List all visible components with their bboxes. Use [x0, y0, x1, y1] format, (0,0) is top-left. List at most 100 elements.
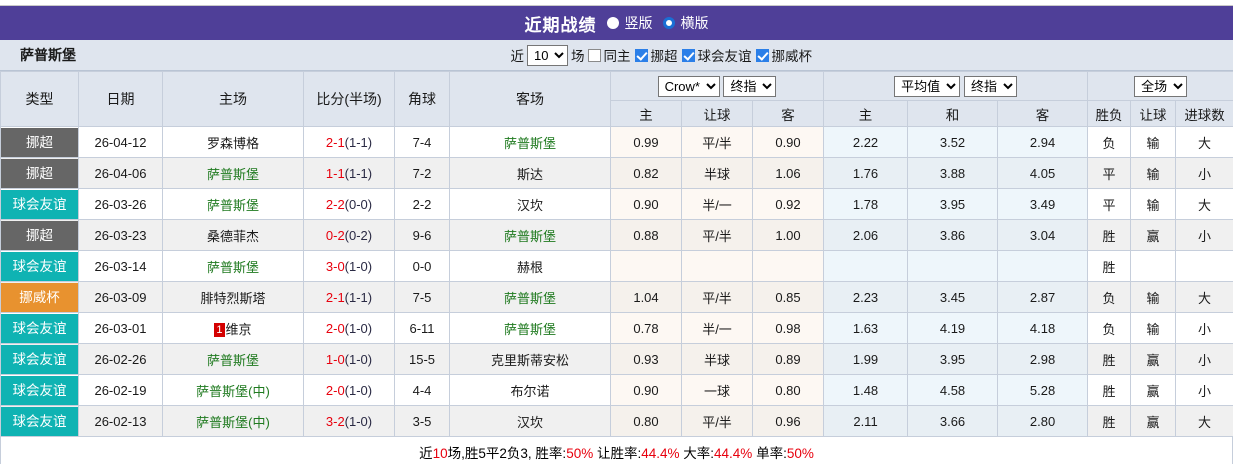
cell-corner: 7-2 [394, 157, 450, 189]
competition-checkbox-club-friendly[interactable] [681, 48, 695, 62]
cell-home-team[interactable]: 腓特烈斯塔 [162, 281, 304, 313]
col-header-date: 日期 [78, 71, 163, 127]
cell-date: 26-03-26 [78, 188, 163, 220]
cell-result-goals: 小 [1175, 157, 1233, 189]
cell-away-team[interactable]: 汉坎 [449, 405, 611, 437]
cell-result-goals: 小 [1175, 343, 1233, 375]
table-row[interactable]: 挪超 26-04-06 萨普斯堡 1-1(1-1) 7-2 斯达 0.82 半球 1.06 1.7… [0, 157, 1233, 189]
cell-asia-handicap: 半球 [681, 157, 753, 189]
cell-home-team[interactable]: 罗森博格 [162, 126, 304, 158]
score-away: 2 [337, 227, 345, 243]
view-mode-vertical[interactable]: 竖版 [606, 13, 653, 33]
same-venue-checkbox[interactable] [587, 48, 601, 62]
cell-score: 1-1(1-1) [303, 157, 395, 189]
score-away: 1 [337, 134, 345, 150]
cell-home-team[interactable]: 萨普斯堡 [162, 157, 304, 189]
table-row[interactable]: 球会友谊 26-02-13 萨普斯堡(中) 3-2(1-0) 3-5 汉坎 0.80 平/半 0… [0, 405, 1233, 437]
cell-home-team[interactable]: 萨普斯堡(中) [162, 405, 304, 437]
same-venue-label: 同主 [603, 49, 631, 64]
cell-result-goals: 大 [1175, 188, 1233, 220]
competition-checkbox-norwegian-cup[interactable] [755, 48, 769, 62]
score-separator: - [333, 196, 338, 212]
cell-corner: 2-2 [394, 188, 450, 220]
cell-result-wdl: 胜 [1087, 374, 1132, 406]
cell-home-team[interactable]: 萨普斯堡 [162, 188, 304, 220]
cell-eu-home: 1.99 [823, 343, 909, 375]
asia-stage-select[interactable]: 终指 [723, 75, 777, 97]
table-row[interactable]: 球会友谊 26-02-19 萨普斯堡(中) 2-0(1-0) 4-4 布尔诺 0.90 一球 0… [0, 374, 1233, 406]
table-row[interactable]: 挪超 26-03-23 桑德菲杰 0-2(0-2) 9-6 萨普斯堡 0.88 平/半 1.00… [0, 219, 1233, 251]
cell-away-team[interactable]: 克里斯蒂安松 [449, 343, 611, 375]
away-team-label: 萨普斯堡 [503, 228, 556, 244]
score-halftime: (1-1) [344, 289, 373, 305]
filter-controls-row: 萨普斯堡 近 10 场 同主 挪超 球会友谊 挪威杯 [0, 40, 1233, 71]
recent-count-select[interactable]: 10 [527, 44, 568, 66]
panel-title-bar: 近期战绩 竖版 横版 [0, 6, 1233, 40]
table-row[interactable]: 球会友谊 26-03-14 萨普斯堡 3-0(1-0) 0-0 赫根胜 [0, 250, 1233, 282]
eu-company-select[interactable]: 平均值 [894, 75, 961, 97]
cell-result-goals: 小 [1175, 312, 1233, 344]
score-home: 2 [325, 320, 334, 336]
cell-home-team[interactable]: 桑德菲杰 [162, 219, 304, 251]
score-separator: - [333, 165, 338, 181]
cell-result-handicap: 输 [1130, 281, 1177, 313]
cell-asia-home: 0.82 [610, 157, 682, 189]
competition-checkbox-norwegian-league[interactable] [634, 48, 648, 62]
away-team-label: 汉坎 [516, 197, 543, 213]
team-name: 萨普斯堡 [20, 47, 76, 63]
score-away: 0 [337, 320, 345, 336]
competition-badge: 球会友谊 [1, 251, 78, 281]
cell-asia-handicap: 一球 [681, 374, 753, 406]
view-mode-horizontal[interactable]: 横版 [662, 13, 709, 33]
cell-asia-away: 0.96 [751, 405, 825, 437]
asia-company-select[interactable]: Crow* [657, 75, 720, 97]
eu-stage-select[interactable]: 终指 [963, 75, 1017, 97]
cell-result-handicap: 输 [1130, 312, 1177, 344]
cell-eu-home: 1.78 [823, 188, 909, 220]
table-row[interactable]: 挪威杯 26-03-09 腓特烈斯塔 2-1(1-1) 7-5 萨普斯堡 1.04 平/半 0.… [0, 281, 1233, 313]
cell-competition-type: 球会友谊 [0, 312, 79, 344]
home-team-label: 萨普斯堡 [206, 259, 259, 275]
cell-home-team[interactable]: 1 维京 [162, 312, 304, 344]
cell-away-team[interactable]: 萨普斯堡 [449, 126, 611, 158]
score-separator: - [333, 320, 338, 336]
cell-asia-handicap: 平/半 [681, 281, 753, 313]
table-row[interactable]: 挪超 26-04-12 罗森博格 2-1(1-1) 7-4 萨普斯堡 0.99 平/半 0.90… [0, 126, 1233, 158]
cell-asia-home: 0.80 [610, 405, 682, 437]
scope-select[interactable]: 全场 [1134, 75, 1188, 97]
cell-away-team[interactable]: 汉坎 [449, 188, 611, 220]
cell-away-team[interactable]: 斯达 [449, 157, 611, 189]
cell-away-team[interactable]: 布尔诺 [449, 374, 611, 406]
recent-suffix-label: 场 [571, 49, 585, 64]
cell-away-team[interactable]: 萨普斯堡 [449, 219, 611, 251]
score-away: 0 [337, 351, 345, 367]
cell-result-handicap: 赢 [1130, 219, 1177, 251]
cell-asia-away: 0.90 [751, 126, 825, 158]
cell-home-team[interactable]: 萨普斯堡 [162, 250, 304, 282]
score-away: 2 [337, 413, 345, 429]
cell-away-team[interactable]: 赫根 [449, 250, 611, 282]
away-team-label: 萨普斯堡 [503, 135, 556, 151]
score-away: 0 [337, 382, 345, 398]
cell-competition-type: 球会友谊 [0, 343, 79, 375]
cell-result-goals [1175, 250, 1233, 282]
table-row[interactable]: 球会友谊 26-03-01 1 维京 2-0(1-0) 6-11 萨普斯堡 0.78 半/一 0.… [0, 312, 1233, 344]
table-row[interactable]: 球会友谊 26-02-26 萨普斯堡 1-0(1-0) 15-5 克里斯蒂安松 0.93 半球… [0, 343, 1233, 375]
cell-date: 26-03-23 [78, 219, 163, 251]
table-row[interactable]: 球会友谊 26-03-26 萨普斯堡 2-2(0-0) 2-2 汉坎 0.90 半/一 0.92… [0, 188, 1233, 220]
radio-vertical-icon[interactable] [606, 17, 619, 29]
radio-horizontal-icon[interactable] [662, 17, 675, 29]
cell-asia-home: 0.93 [610, 343, 682, 375]
cell-home-team[interactable]: 萨普斯堡 [162, 343, 304, 375]
cell-eu-draw: 4.19 [907, 312, 999, 344]
cell-home-team[interactable]: 萨普斯堡(中) [162, 374, 304, 406]
cell-date: 26-03-09 [78, 281, 163, 313]
col-header-score: 比分(半场) [303, 71, 395, 127]
cell-away-team[interactable]: 萨普斯堡 [449, 312, 611, 344]
competition-badge: 球会友谊 [1, 406, 78, 436]
cell-away-team[interactable]: 萨普斯堡 [449, 281, 611, 313]
cell-result-goals: 大 [1175, 405, 1233, 437]
cell-asia-away: 0.85 [751, 281, 825, 313]
score-separator: - [333, 258, 338, 274]
